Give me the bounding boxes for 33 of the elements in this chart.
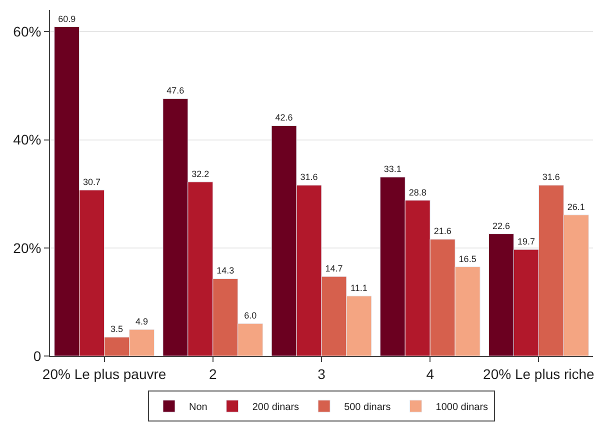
legend-label: Non — [189, 402, 208, 413]
data-label: 33.1 — [384, 164, 402, 174]
y-tick-label: 40% — [13, 132, 42, 148]
data-label: 19.7 — [517, 236, 535, 246]
data-label: 22.6 — [492, 220, 510, 231]
y-tick-label: 0 — [33, 348, 42, 364]
data-label: 42.6 — [275, 112, 293, 123]
data-label: 16.5 — [458, 254, 476, 264]
data-label: 14.7 — [325, 264, 343, 274]
data-label: 47.6 — [166, 86, 184, 96]
data-label: 60.9 — [58, 14, 76, 24]
data-label: 30.7 — [83, 177, 101, 188]
data-label: 26.1 — [567, 202, 585, 212]
data-label: 11.1 — [350, 282, 368, 293]
data-label: 4.9 — [136, 316, 148, 327]
x-tick-label: 4 — [426, 366, 434, 382]
data-label: 31.6 — [300, 172, 318, 182]
x-tick-label: 20% Le plus riche — [483, 366, 595, 382]
legend-label: 200 dinars — [252, 402, 300, 413]
x-tick-label: 2 — [209, 366, 217, 382]
data-label: 6.0 — [244, 310, 257, 321]
legend-label: 500 dinars — [344, 402, 391, 413]
data-label: 31.6 — [542, 172, 560, 182]
data-label: 21.6 — [434, 226, 452, 236]
y-tick-label: 20% — [13, 240, 42, 256]
x-tick-label: 20% Le plus pauvre — [42, 366, 166, 382]
legend-label: 1000 dinars — [436, 402, 488, 413]
data-label: 3.5 — [110, 324, 124, 334]
data-label: 28.8 — [408, 187, 426, 198]
data-label: 32.2 — [192, 168, 210, 179]
y-tick-label: 60% — [13, 24, 42, 40]
data-label: 14.3 — [216, 266, 234, 276]
x-tick-label: 3 — [318, 366, 326, 382]
